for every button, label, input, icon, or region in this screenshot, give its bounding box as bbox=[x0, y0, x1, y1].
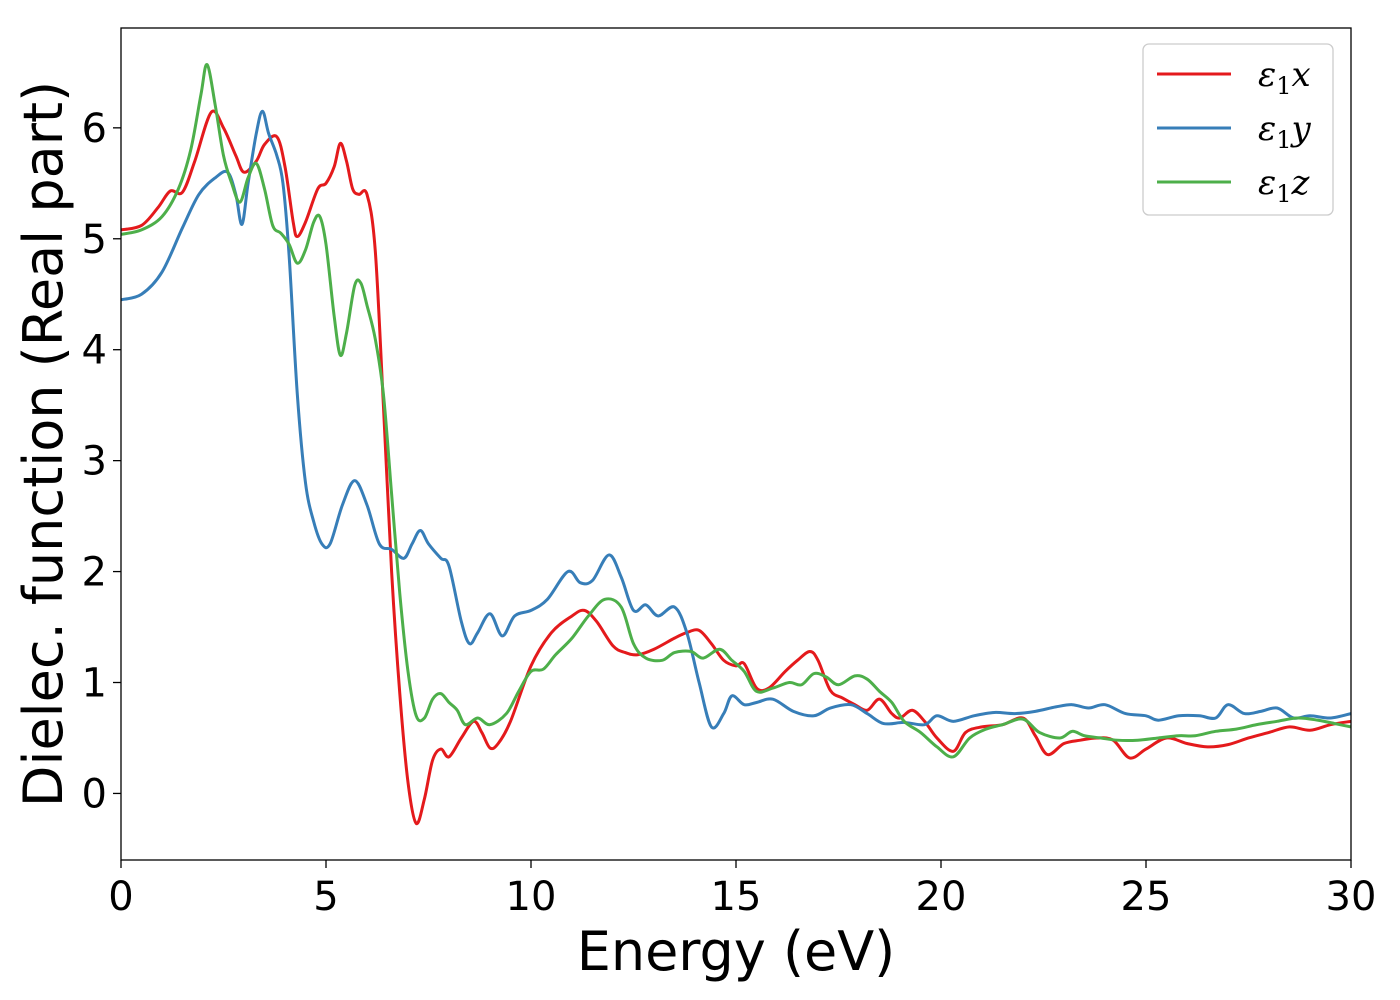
y-axis: 0 1 2 3 4 5 6 bbox=[82, 106, 121, 817]
x-tick-label: 25 bbox=[1121, 874, 1172, 920]
y-tick-label: 5 bbox=[82, 217, 107, 263]
x-axis-title: Energy (eV) bbox=[577, 920, 896, 983]
x-tick-label: 20 bbox=[916, 874, 967, 920]
legend-label-y: ε1y bbox=[1258, 109, 1312, 154]
legend: ε1x ε1y ε1z bbox=[1142, 43, 1334, 216]
x-tick-label: 10 bbox=[506, 874, 557, 920]
y-tick-label: 6 bbox=[82, 106, 107, 152]
y-tick-label: 0 bbox=[82, 771, 107, 817]
x-axis: 0 5 10 15 20 25 30 bbox=[108, 860, 1376, 920]
y-tick-label: 2 bbox=[82, 550, 107, 596]
legend-label-z: ε1z bbox=[1258, 163, 1311, 208]
x-tick-label: 5 bbox=[313, 874, 338, 920]
y-tick-label: 1 bbox=[82, 661, 107, 707]
x-tick-label: 15 bbox=[711, 874, 762, 920]
series-line-x bbox=[121, 109, 1351, 826]
legend-box bbox=[1142, 43, 1334, 216]
y-tick-label: 3 bbox=[82, 439, 107, 485]
series-line-z bbox=[121, 63, 1351, 759]
y-axis-title: Dielec. function (Real part) bbox=[12, 81, 75, 807]
x-tick-label: 30 bbox=[1326, 874, 1377, 920]
series-line-y bbox=[121, 109, 1351, 730]
legend-label-x: ε1x bbox=[1258, 55, 1311, 100]
series-layer bbox=[121, 63, 1351, 826]
y-tick-label: 4 bbox=[82, 328, 107, 374]
x-tick-label: 0 bbox=[108, 874, 133, 920]
